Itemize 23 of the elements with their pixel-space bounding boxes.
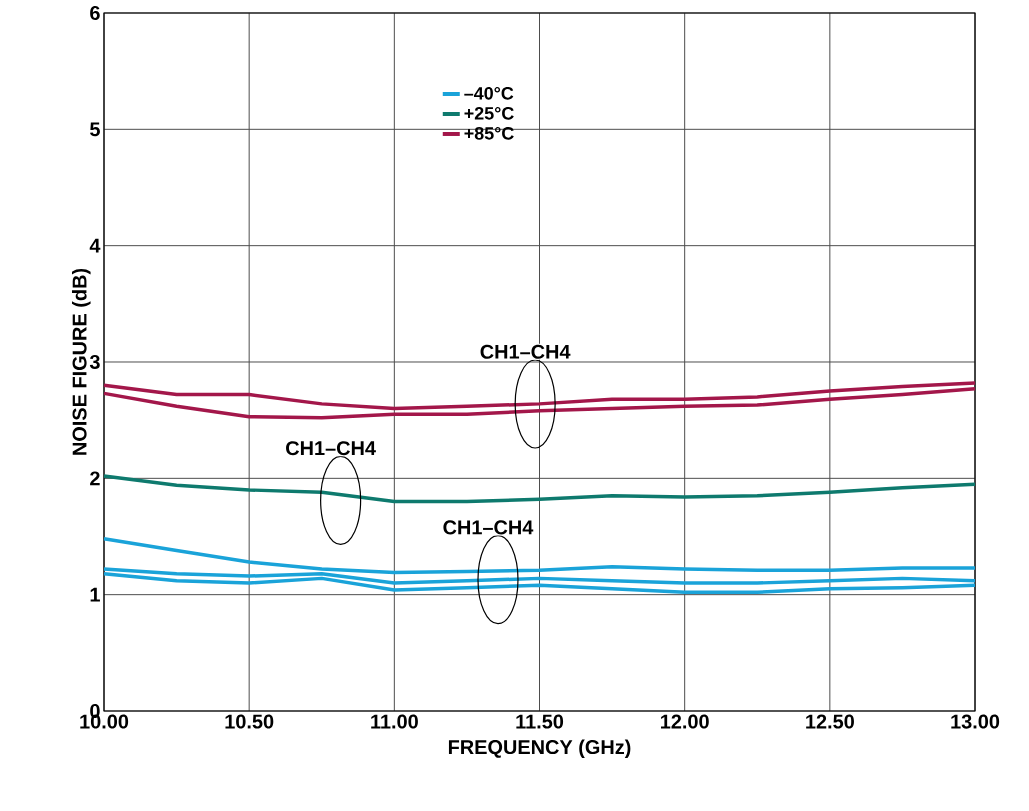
x-tick-label: 10.50 <box>225 714 274 729</box>
x-tick-label: 13.00 <box>951 714 1000 729</box>
x-tick-label: 11.50 <box>516 714 564 729</box>
x-axis-title: FREQUENCY (GHz) <box>448 739 631 759</box>
legend-label: –40°C <box>464 86 514 100</box>
y-tick-label: 6 <box>90 5 100 21</box>
y-tick-label: 1 <box>90 587 100 602</box>
legend-label: +85°C <box>464 126 514 140</box>
line-series <box>102 387 977 420</box>
legend-label: +25°C <box>464 106 514 120</box>
line-series <box>102 474 977 504</box>
annotation: CH1–CH4 <box>286 441 376 456</box>
annotation: CH1–CH4 <box>443 520 534 535</box>
y-tick-label: 4 <box>89 238 101 253</box>
annotation: CH1–CH4 <box>480 344 571 359</box>
y-axis-title: NOISE FIGURE (dB) <box>71 268 91 455</box>
y-tick-label: 2 <box>90 471 100 486</box>
y-tick-label: 3 <box>89 354 100 370</box>
y-tick-label: 5 <box>90 122 100 137</box>
x-tick-label: 11.00 <box>371 714 418 729</box>
x-tick-label: 12.00 <box>660 714 709 729</box>
line-series <box>102 381 977 411</box>
x-tick-label: 12.50 <box>806 714 854 729</box>
